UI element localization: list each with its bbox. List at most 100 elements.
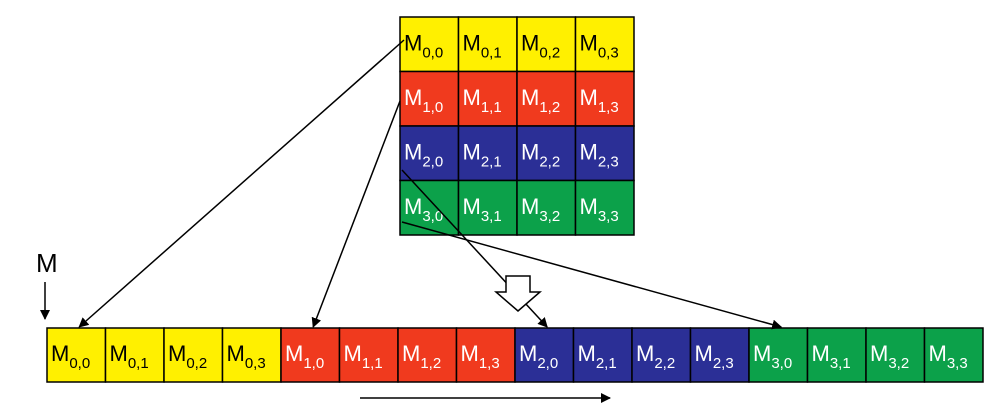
matrix-cell-2-3-label-subscript: 2,3 xyxy=(598,153,619,170)
matrix-cell-3-3-label: M3,3 xyxy=(580,194,619,225)
matrix-cell-1-3-label: M1,3 xyxy=(580,85,619,116)
matrix-cell-3-3-label-base: M xyxy=(580,194,598,219)
linear-cell-0-3-label-base: M xyxy=(227,341,245,366)
linear-cell-3-3-background xyxy=(923,327,984,383)
linear-array: M0,0 M0,1 M0,2 M0,3 M1,0 M1,1 M1,2 M1,3 M2,0 M2,1… xyxy=(46,327,984,383)
matrix-cell-0-2-label: M0,2 xyxy=(521,30,560,61)
matrix-cell-2-0-label-subscript: 2,0 xyxy=(422,153,443,170)
matrix-cell-3-1-label-base: M xyxy=(463,194,481,219)
matrix-cell-0-2: M0,2 xyxy=(516,16,577,73)
matrix-cell-3-1-label: M3,1 xyxy=(463,194,502,225)
matrix-cell-0-3-background xyxy=(574,16,635,73)
linear-cell-1-3-label: M1,3 xyxy=(461,341,500,372)
linear-cell-3-0-label: M3,0 xyxy=(753,341,792,372)
matrix-cell-1-0-label: M1,0 xyxy=(404,85,443,116)
linear-cell-2-2-background xyxy=(631,327,692,383)
linear-cell-2-1-label: M2,1 xyxy=(578,341,617,372)
matrix-cell-1-2-label-subscript: 1,2 xyxy=(539,99,560,116)
linear-cell-1-1-label-base: M xyxy=(344,341,362,366)
matrix-cell-2-3-label: M2,3 xyxy=(580,139,619,170)
matrix-cell-3-0-label-subscript: 3,0 xyxy=(422,208,443,225)
matrix-cell-0-0-label-subscript: 0,0 xyxy=(422,44,443,61)
matrix-cell-1-3-background xyxy=(574,70,635,127)
linear-cell-3-3-label: M3,3 xyxy=(929,341,968,372)
matrix-cell-2-1-label-subscript: 2,1 xyxy=(481,153,502,170)
linear-cell-3-3-label-base: M xyxy=(929,341,947,366)
linear-cell-1-2-label-subscript: 1,2 xyxy=(420,355,441,372)
matrix-cell-1-1-label-subscript: 1,1 xyxy=(481,99,502,116)
matrix-cell-1-0: M1,0 xyxy=(399,70,460,127)
linear-cell-1-0-label-base: M xyxy=(285,341,303,366)
matrix-cell-2-0-label: M2,0 xyxy=(404,139,443,170)
linear-cell-2-0-label-subscript: 2,0 xyxy=(537,355,558,372)
linear-cell-2-3-label: M2,3 xyxy=(695,341,734,372)
linear-cell-2-2-label-subscript: 2,2 xyxy=(654,355,675,372)
matrix-cell-1-3-label-subscript: 1,3 xyxy=(598,99,619,116)
matrix-cell-3-3-background xyxy=(574,179,635,236)
row-connectors xyxy=(78,39,783,330)
matrix-cell-0-2-background xyxy=(516,16,577,73)
matrix-cell-1-2-label: M1,2 xyxy=(521,85,560,116)
linear-cell-3-0-label-subscript: 3,0 xyxy=(771,355,792,372)
linear-cell-2-3-label-base: M xyxy=(695,341,713,366)
linear-cell-1-3-background xyxy=(455,327,516,383)
linear-cell-3-2-label-subscript: 3,2 xyxy=(888,355,909,372)
linear-cell-2-3-background xyxy=(689,327,750,383)
linear-cell-3-0: M3,0 xyxy=(748,327,809,383)
linear-cell-0-3-label-subscript: 0,3 xyxy=(245,355,266,372)
linear-cell-0-0-label: M0,0 xyxy=(51,341,90,372)
matrix-grid: M0,0 M0,1 M0,2 M0,3M1,0 M1,1 M1,2 M1,3M2,0 M2,1… xyxy=(399,16,635,236)
linear-cell-1-0-background xyxy=(280,327,341,383)
linear-cell-1-3-label-base: M xyxy=(461,341,479,366)
linear-cell-3-1-label: M3,1 xyxy=(812,341,851,372)
matrix-cell-2-2-label-subscript: 2,2 xyxy=(539,153,560,170)
matrix-cell-2-2-background xyxy=(516,125,577,182)
linear-cell-3-2-background xyxy=(865,327,926,383)
linear-cell-0-3-background xyxy=(221,327,282,383)
linear-cell-1-3-label-subscript: 1,3 xyxy=(479,355,500,372)
linear-cell-0-3-label: M0,3 xyxy=(227,341,266,372)
linear-cell-3-0-background xyxy=(748,327,809,383)
matrix-cell-0-1-label: M0,1 xyxy=(463,30,502,61)
matrix-cell-3-1: M3,1 xyxy=(457,179,518,236)
linear-cell-0-0-label-base: M xyxy=(51,341,69,366)
linear-cell-1-1-label: M1,1 xyxy=(344,341,383,372)
matrix-cell-3-0-label: M3,0 xyxy=(404,194,443,225)
matrix-cell-3-2-label: M3,2 xyxy=(521,194,560,225)
linear-cell-1-2-label-base: M xyxy=(402,341,420,366)
linear-cell-0-0-background xyxy=(46,327,107,383)
matrix-cell-3-0-label-base: M xyxy=(404,194,422,219)
linear-cell-3-0-label-base: M xyxy=(753,341,771,366)
matrix-cell-0-3-label: M0,3 xyxy=(580,30,619,61)
matrix-cell-0-1-label-base: M xyxy=(463,30,481,55)
matrix-cell-3-0: M3,0 xyxy=(399,179,460,236)
matrix-cell-1-1-label-base: M xyxy=(463,85,481,110)
hollow-down-arrow-icon xyxy=(493,275,543,312)
linear-cell-0-2-label-subscript: 0,2 xyxy=(186,355,207,372)
matrix-cell-1-0-label-subscript: 1,0 xyxy=(422,99,443,116)
linear-cell-0-3: M0,3 xyxy=(221,327,282,383)
linear-cell-1-0: M1,0 xyxy=(280,327,341,383)
matrix-cell-0-0-label-base: M xyxy=(404,30,422,55)
linear-cell-0-0-label-subscript: 0,0 xyxy=(69,355,90,372)
linear-cell-3-1: M3,1 xyxy=(806,327,867,383)
matrix-cell-0-3-label-base: M xyxy=(580,30,598,55)
matrix-cell-2-3-label-base: M xyxy=(580,139,598,164)
linear-cell-1-1-label-subscript: 1,1 xyxy=(362,355,383,372)
matrix-cell-0-3-label-subscript: 0,3 xyxy=(598,44,619,61)
matrix-cell-2-1-label-base: M xyxy=(463,139,481,164)
linear-cell-1-3: M1,3 xyxy=(455,327,516,383)
pointer-label: M xyxy=(36,248,58,278)
matrix-cell-0-1: M0,1 xyxy=(457,16,518,73)
linear-cell-2-1-label-subscript: 2,1 xyxy=(596,355,617,372)
matrix-cell-1-2: M1,2 xyxy=(516,70,577,127)
matrix-cell-2-3-background xyxy=(574,125,635,182)
connector-arrow-row-1 xyxy=(311,100,401,328)
matrix-cell-2-1-label: M2,1 xyxy=(463,139,502,170)
linear-cell-2-2-label: M2,2 xyxy=(636,341,675,372)
matrix-cell-3-3-label-subscript: 3,3 xyxy=(598,208,619,225)
linear-cell-3-2: M3,2 xyxy=(865,327,926,383)
linear-cell-2-1: M2,1 xyxy=(572,327,633,383)
linear-cell-2-1-label-base: M xyxy=(578,341,596,366)
